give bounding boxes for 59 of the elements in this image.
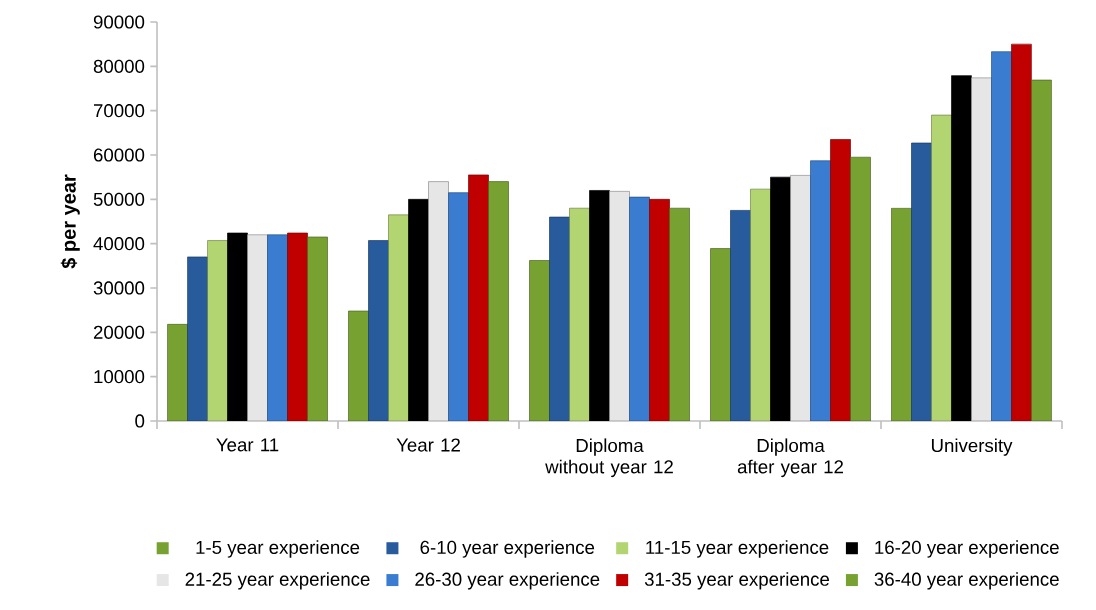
bar xyxy=(931,114,952,421)
bar xyxy=(1031,79,1052,421)
y-tick-label: 40000 xyxy=(93,237,145,251)
bar xyxy=(167,324,188,421)
bar xyxy=(649,198,670,421)
bar xyxy=(529,260,550,421)
legend-label: 1-5 year experience xyxy=(196,540,360,558)
legend-label: 36-40 year experience xyxy=(874,572,1059,590)
bar xyxy=(669,207,690,421)
legend-label: 11-15 year experience xyxy=(646,540,829,558)
bar xyxy=(468,174,489,421)
bar xyxy=(368,240,389,421)
bar xyxy=(830,139,851,421)
bar xyxy=(448,192,469,421)
bar xyxy=(1011,43,1032,421)
y-tick-label: 50000 xyxy=(93,192,145,206)
bar xyxy=(488,181,509,421)
y-tick-label: 90000 xyxy=(93,15,145,29)
x-tick-label: University xyxy=(931,438,1013,456)
bar xyxy=(247,234,268,421)
x-tick-label: Year 11 xyxy=(216,438,279,452)
bar xyxy=(850,156,871,421)
bar xyxy=(891,207,912,421)
bar xyxy=(750,188,771,421)
bar xyxy=(388,214,409,421)
bar xyxy=(710,248,731,421)
legend-label: 31-35 year experience xyxy=(644,572,830,590)
y-tick-label: 80000 xyxy=(93,59,145,73)
bar xyxy=(629,196,650,421)
bar xyxy=(307,236,328,421)
bar xyxy=(549,216,570,421)
bar xyxy=(911,142,932,421)
bar xyxy=(609,191,630,421)
bar xyxy=(287,232,308,421)
bar xyxy=(267,234,288,421)
bar xyxy=(790,175,811,421)
bar xyxy=(730,210,751,421)
legend-label: 21-25 year experience xyxy=(185,572,370,590)
bar xyxy=(971,77,992,421)
bar xyxy=(428,181,449,421)
y-tick-label: 10000 xyxy=(94,370,145,384)
bar xyxy=(187,256,208,421)
bar xyxy=(207,240,228,421)
y-tick-label: 70000 xyxy=(93,104,145,118)
bar xyxy=(348,310,369,421)
x-tick-label: Diploma after year 12 xyxy=(737,438,843,478)
bar xyxy=(810,160,831,421)
bar xyxy=(991,51,1012,421)
bar xyxy=(569,207,590,421)
y-tick-label: 30000 xyxy=(93,281,145,295)
legend-label: 16-20 year experience xyxy=(875,540,1059,558)
x-tick-label: Year 12 xyxy=(396,438,460,452)
y-axis-title: $ per year xyxy=(60,174,80,269)
legend-label: 26-30 year experience xyxy=(415,572,600,590)
y-tick-label: 60000 xyxy=(93,148,145,162)
x-tick-label: Diploma without year 12 xyxy=(545,438,673,478)
y-tick-label: 0 xyxy=(135,414,145,428)
y-tick-label: 20000 xyxy=(93,325,145,339)
legend-label: 6-10 year experience xyxy=(420,540,595,558)
